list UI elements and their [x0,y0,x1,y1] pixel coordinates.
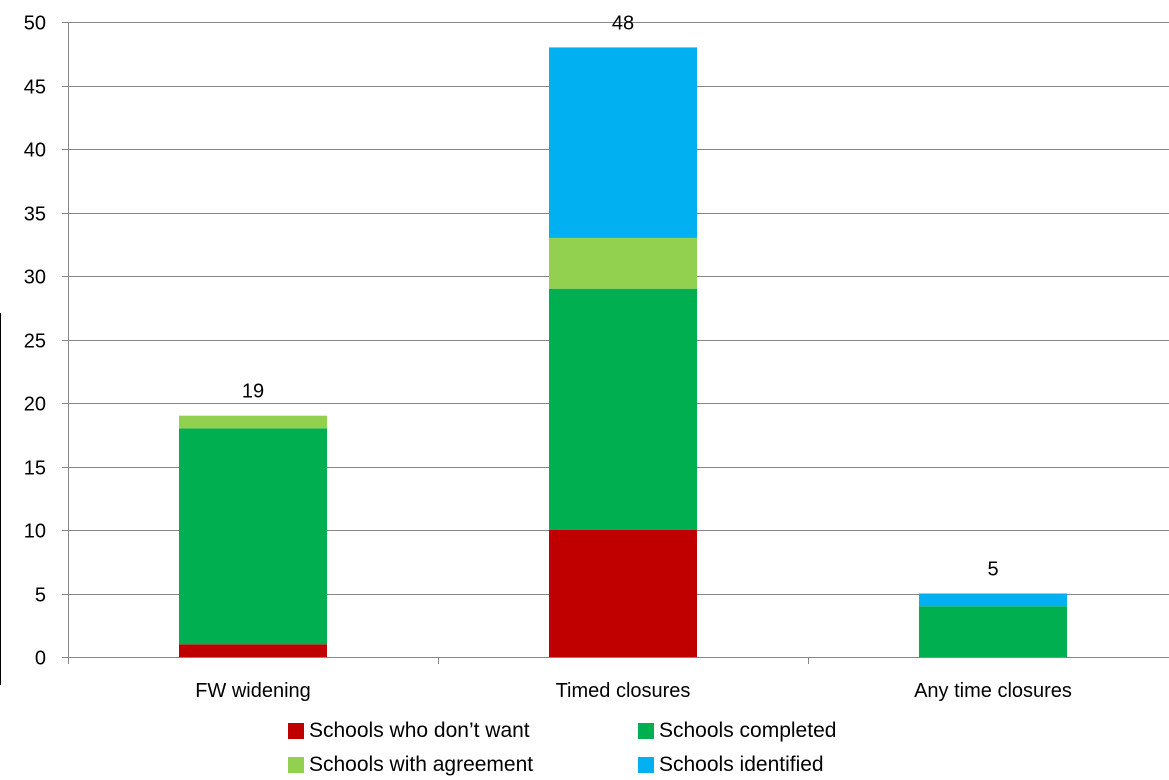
bar-segment-timed-closures-series-3 [549,47,697,238]
y-tick-label-35: 35 [24,204,46,226]
bar-segment-timed-closures-series-2 [549,237,697,289]
y-tick-label-50: 50 [24,13,46,35]
x-tick-label-3: Any time closures [914,680,1072,702]
y-tick-label-20: 20 [24,394,46,416]
legend-label: Schools with agreement [309,753,534,776]
legend: Schools who don’t want Schools completed… [288,718,928,778]
y-tick-label-0: 0 [35,648,46,670]
y-tick-label-40: 40 [24,140,46,162]
legend-label: Schools completed [659,719,837,742]
y-tick-label-10: 10 [24,521,46,543]
legend-swatch-light-green [288,757,304,773]
bar-segment-any-time-closures-series-1 [919,606,1067,657]
total-label-1: 19 [242,381,264,403]
legend-item-schools-with-agreement: Schools with agreement [288,752,638,778]
labels: 0 5 10 15 20 25 30 35 40 45 50 19 FW widening 48 Timed… [24,12,1072,702]
bar-segment-any-time-closures-series-3 [919,593,1067,607]
bar-segment-timed-closures-series-1 [549,288,697,530]
legend-label: Schools who don’t want [309,719,530,742]
bar-segment-timed-closures-series-0 [549,530,697,657]
y-tick-label-30: 30 [24,267,46,289]
legend-swatch-green [638,723,654,739]
stacked-bar-chart: 0 5 10 15 20 25 30 35 40 45 50 19 FW widening 48 Timed… [24,12,1169,702]
axes [68,22,1169,664]
x-tick-label-2: Timed closures [556,680,691,702]
legend-item-schools-completed: Schools completed [638,718,928,744]
legend-swatch-blue [638,757,654,773]
bar-segment-fw-widening-series-1 [179,428,327,645]
legend-label: Schools identified [659,753,824,776]
y-tick-label-45: 45 [24,77,46,99]
left-edge-line [0,313,1,685]
total-label-2: 48 [612,12,634,34]
x-tick-label-1: FW widening [195,680,311,702]
bars [179,47,1067,657]
legend-swatch-red [288,723,304,739]
legend-item-schools-identified: Schools identified [638,752,928,778]
legend-item-schools-who-dont-want: Schools who don’t want [288,718,638,744]
bar-segment-fw-widening-series-0 [179,644,327,657]
y-tick-label-15: 15 [24,458,46,480]
y-tick-label-25: 25 [24,331,46,353]
bar-segment-fw-widening-series-2 [179,415,327,429]
y-tick-label-5: 5 [35,585,46,607]
total-label-3: 5 [987,559,998,581]
